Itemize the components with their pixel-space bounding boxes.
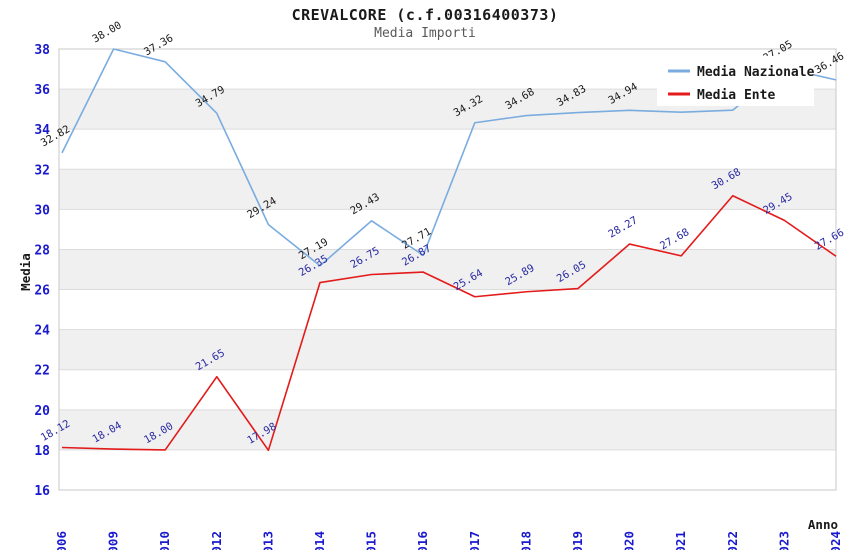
x-axis-ticks: 2006 2009 2010 2012 2013 2014 2015 2016 2017 2018… [54,531,843,550]
svg-text:2012: 2012 [209,531,224,550]
svg-text:2014: 2014 [312,531,327,550]
svg-text:26: 26 [34,284,50,299]
svg-text:2009: 2009 [106,531,121,550]
svg-text:2006: 2006 [54,531,69,550]
svg-text:2016: 2016 [415,531,430,550]
svg-text:2024: 2024 [828,531,843,550]
svg-text:28.27: 28.27 [606,214,639,240]
svg-text:32: 32 [34,163,50,178]
svg-text:2018: 2018 [518,531,533,550]
legend: Media Nazionale Media Ente [657,56,815,106]
x-axis-title: Anno [808,517,838,532]
svg-text:16: 16 [34,484,50,499]
svg-text:27.66: 27.66 [813,227,846,253]
y-axis-title: Media [18,253,33,291]
svg-text:2017: 2017 [467,531,482,550]
svg-text:20: 20 [34,404,50,419]
svg-text:18: 18 [34,444,50,459]
series-line-media-ente [61,194,837,452]
chart-title: CREVALCORE (c.f.00316400373) [291,6,559,24]
svg-text:28: 28 [34,243,50,258]
legend-label-media-ente: Media Ente [697,88,775,103]
svg-text:24: 24 [34,324,50,339]
svg-text:2023: 2023 [776,531,791,550]
svg-text:2010: 2010 [157,531,172,550]
y-axis-ticks: 16 18 20 22 24 26 28 30 32 34 36 38 [34,43,50,499]
legend-label-media-nazionale: Media Nazionale [697,65,815,80]
svg-text:34: 34 [34,123,50,138]
svg-text:2020: 2020 [622,531,637,550]
svg-text:2019: 2019 [570,531,585,550]
svg-text:27.68: 27.68 [658,226,691,252]
svg-text:38.00: 38.00 [90,19,123,45]
band-stripes [59,89,836,450]
svg-text:2013: 2013 [260,531,275,550]
chart-subtitle: Media Importi [374,26,476,41]
svg-text:2021: 2021 [673,531,688,550]
svg-text:37.36: 37.36 [142,32,175,58]
svg-text:30: 30 [34,203,50,218]
svg-text:2022: 2022 [725,531,740,550]
svg-text:38: 38 [34,43,50,58]
svg-text:36: 36 [34,83,50,98]
svg-text:22: 22 [34,364,50,379]
series-line-media-nazionale [61,48,837,267]
svg-text:2015: 2015 [364,531,379,550]
svg-text:36.46: 36.46 [813,50,846,76]
plot-border [58,48,837,491]
